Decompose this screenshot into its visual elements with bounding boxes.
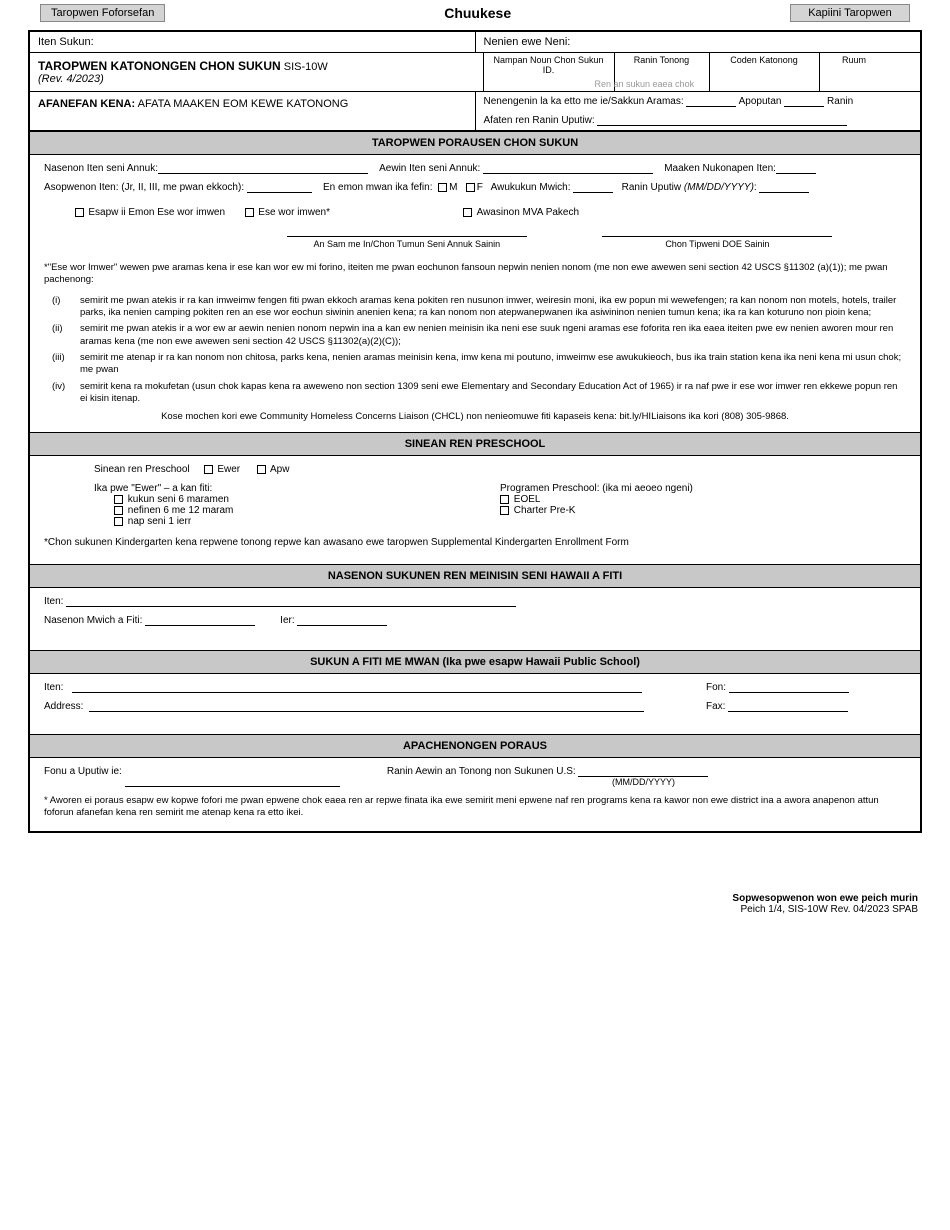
not-homeless-checkbox[interactable]	[75, 208, 84, 217]
last-school-name-input[interactable]	[66, 596, 516, 607]
eoel-checkbox[interactable]	[500, 495, 509, 504]
last-grade-input[interactable]	[145, 615, 255, 626]
prev-phone-input[interactable]	[729, 682, 849, 693]
form-code: SIS-10W	[284, 61, 328, 73]
language-title: Chuukese	[444, 5, 511, 21]
kindergarten-note: *Chon sukunen Kindergarten kena repwene …	[44, 537, 906, 548]
location-label: Nenien ewe Neni:	[476, 32, 921, 52]
prev-address-input[interactable]	[89, 701, 644, 712]
boarder-section: Nenengenin la ka etto me ie/Sakkun Arama…	[476, 92, 921, 130]
section-prev-school: SUKUN A FITI ME MWAN (Ika pwe esapw Hawa…	[30, 650, 920, 674]
prev-form-button[interactable]: Taropwen Foforsefan	[40, 4, 165, 22]
entry-code-header: Coden Katonong	[709, 53, 819, 91]
room-header: Ruum	[819, 53, 889, 91]
dob-input[interactable]	[759, 182, 809, 193]
birth-verified-input[interactable]	[597, 115, 847, 126]
charter-prek-checkbox[interactable]	[500, 506, 509, 515]
form-title: TAROPWEN KATONONGEN CHON SUKUN	[38, 59, 281, 73]
preschool-no-checkbox[interactable]	[257, 465, 266, 474]
duration-lt6-checkbox[interactable]	[114, 495, 123, 504]
school-use-only: Ren an sukun eaea chok	[595, 79, 695, 89]
parent-signature[interactable]: An Sam me In/Chon Tumun Seni Annuk Saini…	[287, 236, 527, 249]
homeless-checkbox[interactable]	[245, 208, 254, 217]
section-preschool: SINEAN REN PRESCHOOL	[30, 432, 920, 456]
homeless-definition: *"Ese wor Imwer" wewen pwe aramas kena i…	[44, 262, 906, 424]
boarder-status-input[interactable]	[686, 96, 736, 107]
firstname-input[interactable]	[483, 163, 653, 174]
school-label: Iten Sukun:	[30, 32, 476, 52]
mva-checkbox[interactable]	[463, 208, 472, 217]
section-last-hawaii: NASENON SUKUNEN REN MEINISIN SENI HAWAII…	[30, 564, 920, 588]
us-enroll-date-input[interactable]	[578, 766, 708, 777]
doe-signature[interactable]: Chon Tipweni DOE Sainin	[602, 236, 832, 249]
instructions: AFANEFAN KENA: AFATA MAAKEN EOM KEWE KAT…	[30, 92, 476, 130]
next-form-button[interactable]: Kapiini Taropwen	[790, 4, 910, 22]
boarder-start-input[interactable]	[784, 96, 824, 107]
grade-input[interactable]	[573, 182, 613, 193]
section-additional: APACHENONGEN PORAUS	[30, 734, 920, 758]
section-student-info: TAROPWEN PORAUSEN CHON SUKUN	[30, 131, 920, 155]
revision: (Rev. 4/2023)	[38, 73, 104, 85]
duration-6-12-checkbox[interactable]	[114, 506, 123, 515]
additional-note: * Aworen ei poraus esapw ew kopwe fofori…	[44, 795, 906, 820]
last-year-input[interactable]	[297, 615, 387, 626]
footer: Sopwesopwenon won ewe peich murin Peich …	[0, 833, 950, 925]
gender-m-checkbox[interactable]	[438, 183, 447, 192]
form-frame: Iten Sukun: Nenien ewe Neni: TAROPWEN KA…	[28, 30, 922, 833]
top-nav: Taropwen Foforsefan Chuukese Kapiini Tar…	[0, 0, 950, 30]
chcl-contact: Kose mochen kori ewe Community Homeless …	[44, 411, 906, 423]
prev-school-name-input[interactable]	[72, 682, 642, 693]
preschool-yes-checkbox[interactable]	[204, 465, 213, 474]
gender-f-checkbox[interactable]	[466, 183, 475, 192]
duration-gt1yr-checkbox[interactable]	[114, 517, 123, 526]
birth-country-input[interactable]	[125, 776, 340, 787]
lastname-input[interactable]	[158, 163, 368, 174]
entry-date-header: Ranin Tonong Ren an sukun eaea chok	[614, 53, 709, 91]
middle-input[interactable]	[776, 163, 816, 174]
prev-fax-input[interactable]	[728, 701, 848, 712]
suffix-input[interactable]	[247, 182, 312, 193]
